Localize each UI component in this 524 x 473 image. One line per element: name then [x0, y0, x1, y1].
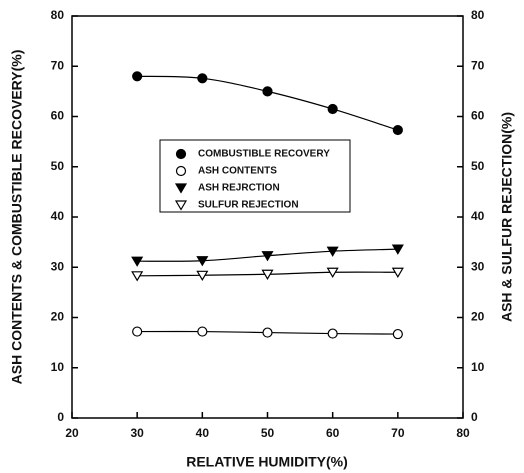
- y2-tick-label: 80: [471, 8, 485, 22]
- y-tick-label: 30: [51, 259, 65, 273]
- y-tick-label: 10: [51, 360, 65, 374]
- y-axis-title: ASH CONTENTS & COMBUSTIBLE RECOVERY(%): [9, 50, 25, 385]
- marker: [327, 103, 338, 115]
- y-tick-label: 60: [51, 109, 65, 123]
- legend-marker: [175, 165, 187, 177]
- series-line: [137, 75, 399, 131]
- y2-tick-label: 0: [471, 410, 478, 424]
- y-tick-label: 70: [51, 58, 65, 72]
- marker: [197, 73, 208, 84]
- marker: [326, 267, 339, 278]
- marker: [262, 86, 273, 97]
- legend-label: ASH CONTENTS: [198, 166, 277, 177]
- marker: [261, 251, 274, 262]
- legend-marker: [175, 148, 187, 160]
- legend-marker: [174, 183, 188, 194]
- x-tick-label: 70: [391, 426, 405, 440]
- marker: [131, 256, 144, 267]
- marker: [197, 326, 208, 337]
- marker: [132, 326, 143, 337]
- y-tick-label: 0: [57, 410, 64, 424]
- x-tick-label: 40: [196, 426, 210, 440]
- legend-label: ASH REJRCTION: [198, 183, 280, 194]
- marker: [327, 328, 338, 339]
- y2-tick-label: 30: [471, 259, 485, 273]
- x-tick-label: 50: [261, 426, 275, 440]
- marker: [326, 246, 339, 257]
- legend-box: [159, 139, 351, 213]
- marker: [391, 267, 404, 278]
- x-tick-label: 80: [456, 426, 470, 440]
- y2-tick-label: 70: [471, 58, 485, 72]
- marker: [392, 124, 403, 136]
- x-tick-label: 20: [65, 426, 79, 440]
- y2-axis-title: ASH & SULFUR REJECTION(%): [499, 112, 515, 322]
- y2-tick-label: 10: [471, 360, 485, 374]
- x-tick-label: 30: [130, 426, 144, 440]
- y2-tick-label: 50: [471, 159, 485, 173]
- legend-label: SULFUR REJECTION: [198, 200, 299, 211]
- y2-tick-label: 40: [471, 209, 485, 223]
- x-axis-title: RELATIVE HUMIDITY(%): [186, 454, 348, 470]
- marker: [392, 328, 403, 340]
- y2-tick-label: 60: [471, 109, 485, 123]
- marker: [196, 270, 209, 281]
- x-tick-label: 60: [326, 426, 340, 440]
- y-tick-label: 50: [51, 159, 65, 173]
- marker: [132, 71, 143, 82]
- y-tick-label: 40: [51, 209, 65, 223]
- legend-label: COMBUSTIBLE RECOVERY: [198, 149, 330, 160]
- legend-marker: [174, 200, 188, 211]
- marker: [131, 271, 144, 282]
- marker: [261, 269, 274, 280]
- y-tick-label: 80: [51, 8, 65, 22]
- marker: [391, 244, 404, 255]
- plot-frame: [71, 15, 464, 419]
- y2-tick-label: 20: [471, 310, 485, 324]
- y-tick-label: 20: [51, 310, 65, 324]
- marker: [196, 256, 209, 267]
- marker: [262, 327, 273, 338]
